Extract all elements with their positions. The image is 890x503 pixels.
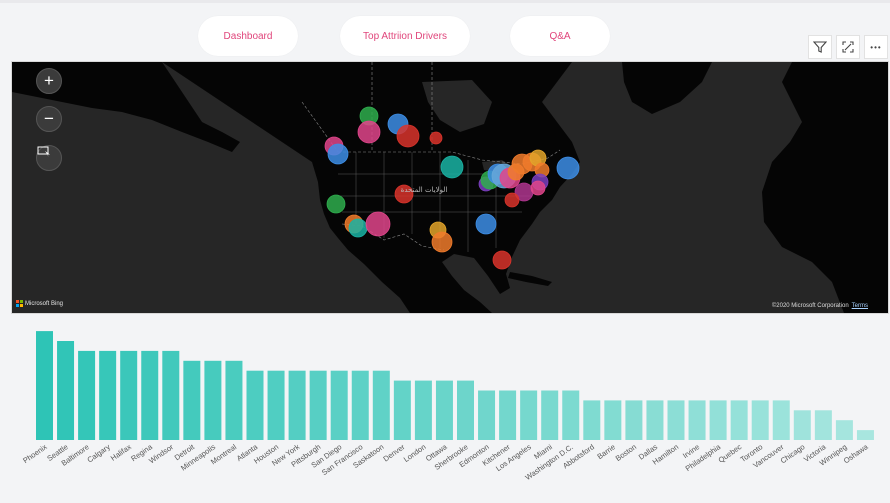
country-label: الولايات المتحدة: [401, 186, 448, 194]
city-bubble[interactable]: [429, 131, 443, 145]
funnel-icon[interactable]: [808, 35, 832, 59]
city-bubble[interactable]: [431, 231, 453, 253]
bar-vancouver[interactable]: [772, 400, 790, 440]
europe-africa-landmass: [762, 62, 888, 313]
city-bubble[interactable]: [394, 184, 414, 204]
bar-ottawa[interactable]: [435, 380, 453, 440]
city-bubble[interactable]: [357, 120, 381, 144]
x-tick-label: Phoenix: [21, 442, 49, 465]
map-visual[interactable]: الولايات المتحدة + − Microsoft Bing ©202…: [11, 61, 889, 314]
microsoft-logo-icon: [16, 300, 23, 307]
nav-attrition-drivers-button[interactable]: Top Attriion Drivers: [340, 16, 470, 56]
bar-los-angeles[interactable]: [520, 390, 538, 441]
city-bubble[interactable]: [365, 211, 391, 237]
city-bubble[interactable]: [348, 218, 368, 238]
bar-hamilton[interactable]: [667, 400, 685, 440]
bar-phoenix[interactable]: [36, 331, 53, 440]
x-tick-label: Boston: [614, 442, 638, 463]
map-copyright: ©2020 Microsoft Corporation Terms: [772, 303, 868, 309]
bar-oshawa[interactable]: [856, 430, 874, 440]
bar-chicago[interactable]: [793, 410, 811, 440]
city-bubble[interactable]: [440, 155, 464, 179]
caribbean-islands: [508, 272, 552, 286]
bar-regina[interactable]: [141, 350, 159, 440]
bar-denver[interactable]: [393, 380, 411, 440]
city-bubble[interactable]: [475, 213, 497, 235]
bar-london[interactable]: [414, 380, 432, 440]
bar-winnipeg[interactable]: [835, 420, 853, 440]
x-tick-label: Denver: [382, 442, 407, 464]
bar-minneapolis[interactable]: [204, 360, 222, 440]
city-bubble[interactable]: [326, 194, 346, 214]
bing-attribution: Microsoft Bing: [16, 300, 63, 307]
x-tick-label: Barrie: [595, 442, 617, 461]
bar-houston[interactable]: [267, 370, 285, 440]
city-bubble[interactable]: [396, 124, 420, 148]
bar-chart-canvas: PhoenixSeattleBaltimoreCalgaryHalifaxReg…: [21, 331, 874, 482]
bar-abbotsford[interactable]: [583, 400, 601, 440]
bar-windsor[interactable]: [162, 350, 180, 440]
visual-header-toolbar: •••: [808, 35, 888, 59]
bar-sherbrooke[interactable]: [457, 380, 474, 440]
nav-dashboard-button[interactable]: Dashboard: [198, 16, 298, 56]
attribution-text: Microsoft Bing: [25, 300, 64, 307]
bar-montreal[interactable]: [225, 360, 243, 440]
top-divider: [0, 0, 890, 3]
bar-irvine[interactable]: [688, 400, 706, 440]
bar-washington-d-c-[interactable]: [562, 390, 580, 441]
bar-boston[interactable]: [625, 400, 643, 440]
x-tick-label: Chicago: [779, 442, 807, 465]
x-tick-label: Calgary: [85, 442, 112, 464]
x-tick-label: Quebec: [717, 442, 744, 465]
city-bubble[interactable]: [327, 143, 349, 165]
bar-new-york[interactable]: [288, 370, 306, 440]
bar-atlanta[interactable]: [246, 370, 264, 440]
bar-philadelphia[interactable]: [709, 400, 727, 440]
bar-miami[interactable]: [541, 390, 559, 441]
bar-calgary[interactable]: [99, 350, 117, 440]
bar-toronto[interactable]: [751, 400, 769, 440]
bar-pittsburgh[interactable]: [309, 370, 327, 440]
city-bubble[interactable]: [492, 250, 512, 270]
x-tick-label: Oshawa: [842, 442, 870, 466]
bar-barrie[interactable]: [604, 400, 622, 440]
x-tick-label: London: [402, 442, 428, 464]
bar-edmonton[interactable]: [478, 390, 496, 441]
city-bubble[interactable]: [556, 156, 580, 180]
bar-detroit[interactable]: [183, 360, 201, 440]
hudson-bay: [422, 80, 492, 132]
greenland-landmass: [622, 62, 712, 114]
lasso-select-icon[interactable]: [36, 145, 62, 171]
map-canvas: الولايات المتحدة: [12, 62, 888, 313]
ellipsis-icon[interactable]: •••: [864, 35, 888, 59]
bar-kitchener[interactable]: [499, 390, 517, 441]
zoom-out-button[interactable]: −: [36, 106, 62, 132]
bar-san-diego[interactable]: [330, 370, 348, 440]
focus-mode-icon[interactable]: [836, 35, 860, 59]
nav-qa-button[interactable]: Q&A: [510, 16, 610, 56]
x-tick-label: Windsor: [147, 442, 175, 465]
alaska-landmass: [12, 62, 240, 152]
city-bubble[interactable]: [504, 192, 520, 208]
city-bubbles: [324, 106, 580, 270]
bar-victoria[interactable]: [814, 410, 832, 440]
bar-saskatoon[interactable]: [372, 370, 390, 440]
city-bubble[interactable]: [530, 180, 546, 196]
bar-san-francisco[interactable]: [351, 370, 369, 440]
bar-seattle[interactable]: [57, 341, 75, 440]
bar-quebec[interactable]: [730, 400, 748, 440]
terms-link[interactable]: Terms: [851, 303, 868, 309]
x-tick-label: Halifax: [109, 442, 133, 463]
bar-chart: Phoenix Seattle Baltimore Calgary Halifax Reg…: [0, 320, 890, 498]
bar-dallas[interactable]: [646, 400, 664, 440]
bar-halifax[interactable]: [120, 350, 138, 440]
zoom-in-button[interactable]: +: [36, 68, 62, 94]
bar-baltimore[interactable]: [78, 350, 96, 440]
copyright-text: ©2020 Microsoft Corporation: [771, 303, 849, 309]
